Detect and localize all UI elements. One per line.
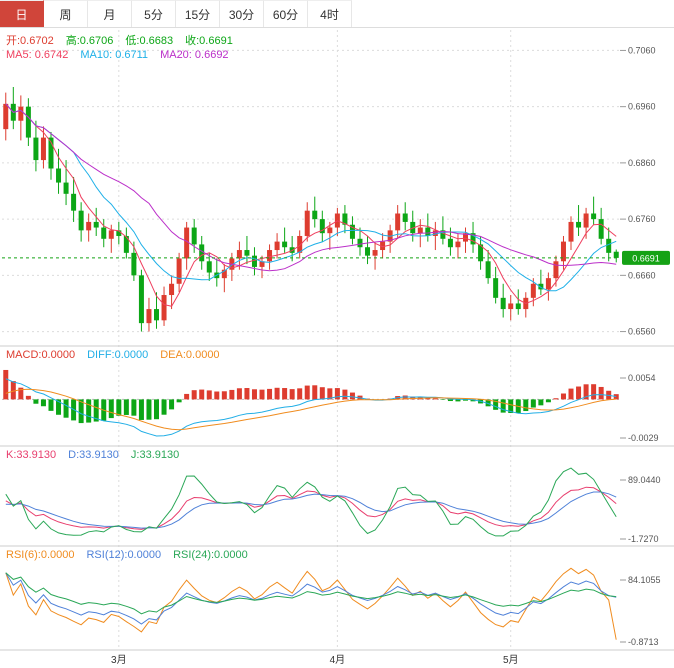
svg-text:0.6691: 0.6691 [632, 253, 660, 263]
ohlc-low: 低:0.6683 [125, 35, 174, 47]
svg-text:-0.0029: -0.0029 [628, 433, 659, 443]
ohlc-close: 收:0.6691 [185, 35, 233, 47]
ohlc-row: 开:0.6702 高:0.6706 低:0.6683 收:0.6691 [6, 32, 233, 48]
ohlc-high: 高:0.6706 [65, 35, 114, 47]
svg-text:3月: 3月 [111, 654, 127, 666]
kdj-k-line [5, 486, 617, 530]
period-tabbar: 日周月 5分 15分 30分 60分 4时 [0, 0, 674, 28]
kdj-k-label: K:33.9130 [6, 449, 57, 461]
tab-60min[interactable]: 60分 [264, 0, 308, 27]
chart-area: 0.7060 0.6960 0.6860 0.6760 0.6660 0.6560 3月 4月… [0, 28, 674, 668]
tab-week[interactable]: 周 [44, 0, 88, 27]
ma5-line [5, 103, 617, 307]
macd-value-label: MACD:0.0000 [6, 349, 76, 361]
rsi12-line [5, 572, 617, 625]
kdj-j-label: J:33.9130 [130, 449, 180, 461]
ohlc-open: 开:0.6702 [6, 35, 54, 47]
ma5-label: MA5: 0.6742 [6, 49, 69, 61]
ma10-line [5, 103, 617, 292]
kdj-label-row: K:33.9130 D:33.9130 J:33.9130 [6, 449, 179, 461]
kdj-j-line [5, 467, 617, 537]
svg-text:0.6660: 0.6660 [628, 270, 656, 280]
svg-text:-0.8713: -0.8713 [628, 637, 659, 647]
macd-histogram [3, 369, 619, 424]
diff-line [5, 378, 617, 437]
kdj-d-label: D:33.9130 [68, 449, 119, 461]
tab-30min[interactable]: 30分 [220, 0, 264, 27]
chart-canvas[interactable]: 0.7060 0.6960 0.6860 0.6760 0.6660 0.6560 3月 4月… [0, 28, 674, 668]
tab-4hour[interactable]: 4时 [308, 0, 352, 27]
rsi24-line [5, 572, 617, 615]
rsi6-label: RSI(6):0.0000 [6, 549, 75, 561]
svg-text:84.1055: 84.1055 [628, 575, 661, 585]
price-badge [622, 250, 670, 265]
kdj-d-line [5, 491, 617, 529]
macd-label-row: MACD:0.0000 DIFF:0.0000 DEA:0.0000 [6, 349, 220, 361]
tab-day[interactable]: 日 [0, 0, 44, 27]
svg-text:89.0440: 89.0440 [628, 475, 661, 485]
svg-text:0.6560: 0.6560 [628, 327, 656, 337]
ma10-label: MA10: 0.6711 [80, 49, 149, 61]
diff-value-label: DIFF:0.0000 [87, 349, 149, 361]
rsi6-line [5, 567, 617, 640]
svg-text:0.6860: 0.6860 [628, 158, 656, 168]
tab-month[interactable]: 月 [88, 0, 132, 27]
svg-text:0.6760: 0.6760 [628, 214, 656, 224]
candles-layer [3, 86, 619, 332]
tab-15min[interactable]: 15分 [176, 0, 220, 27]
svg-text:0.7060: 0.7060 [628, 45, 656, 55]
ma20-line [5, 103, 617, 272]
svg-text:5月: 5月 [503, 654, 519, 666]
rsi-label-row: RSI(6):0.0000 RSI(12):0.0000 RSI(24):0.0… [6, 549, 248, 561]
dea-line [5, 388, 617, 431]
svg-text:4月: 4月 [330, 654, 346, 666]
rsi24-label: RSI(24):0.0000 [173, 549, 248, 561]
svg-text:-1.7270: -1.7270 [628, 534, 659, 544]
tab-5min[interactable]: 5分 [132, 0, 176, 27]
y-axis-labels: 0.7060 0.6960 0.6860 0.6760 0.6660 0.6560 3月 4月… [111, 45, 661, 666]
ma-row: MA5: 0.6742 MA10: 0.6711 MA20: 0.6692 [6, 49, 229, 61]
rsi12-label: RSI(12):0.0000 [86, 549, 162, 561]
dea-value-label: DEA:0.0000 [160, 349, 220, 361]
grid-layer [2, 30, 620, 650]
svg-text:0.0054: 0.0054 [628, 373, 656, 383]
ma20-label: MA20: 0.6692 [160, 49, 229, 61]
svg-text:0.6960: 0.6960 [628, 102, 656, 112]
